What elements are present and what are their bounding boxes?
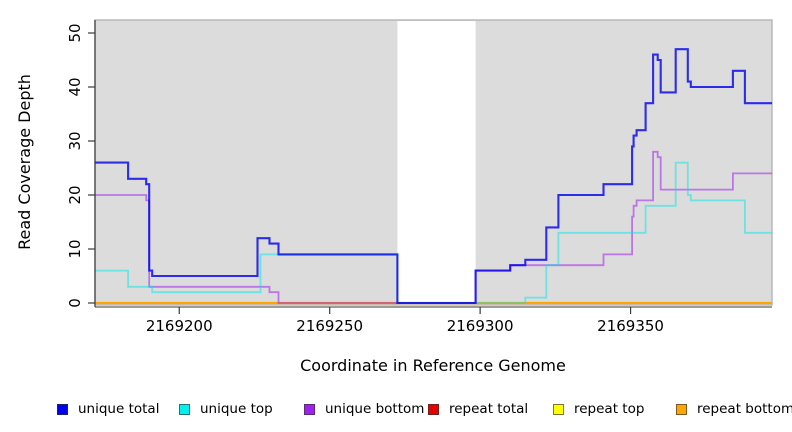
y-tick-label: 0 [66,298,84,308]
series-line-unique-top [95,161,772,304]
legend-item-unique-top: unique top [179,399,273,419]
legend-item-repeat-top: repeat top [553,399,644,419]
legend-label: unique bottom [325,401,425,417]
legend-item-unique-total: unique total [57,399,159,419]
legend: unique total unique top unique bottom repea… [0,399,792,421]
x-tick-label: 2169250 [296,317,363,335]
legend-swatch-icon [57,403,68,415]
no-data-gap [397,21,476,305]
x-tick-label: 2169200 [146,317,213,335]
y-tick-label: 40 [66,77,84,96]
legend-swatch-icon [676,403,687,415]
x-tick-label: 2169300 [447,317,514,335]
legend-swatch-icon [428,403,439,415]
x-tick-label: 2169350 [597,317,664,335]
legend-label: repeat bottom [697,401,792,417]
series-line-unique-bottom [95,150,772,304]
legend-item-repeat-total: repeat total [428,399,528,419]
legend-label: unique top [200,401,273,417]
x-axis-title: Coordinate in Reference Genome [300,356,566,375]
y-tick-label: 30 [66,131,84,150]
coverage-plot: 2169200 2169250 2169300 216935001020304050 … [15,19,773,375]
series-line-unique-total [95,48,772,305]
y-tick-label: 50 [66,23,84,42]
legend-item-repeat-bottom: repeat bottom [676,399,792,419]
legend-swatch-icon [179,403,190,415]
legend-label: repeat top [574,401,645,417]
y-tick-label: 20 [66,185,84,204]
legend-label: repeat total [449,401,529,417]
y-tick-label: 10 [66,239,84,258]
legend-swatch-icon [304,403,315,415]
legend-swatch-icon [553,403,564,415]
y-axis-title: Read Coverage Depth [15,74,34,250]
legend-item-unique-bottom: unique bottom [304,399,424,419]
legend-label: unique total [78,401,160,417]
